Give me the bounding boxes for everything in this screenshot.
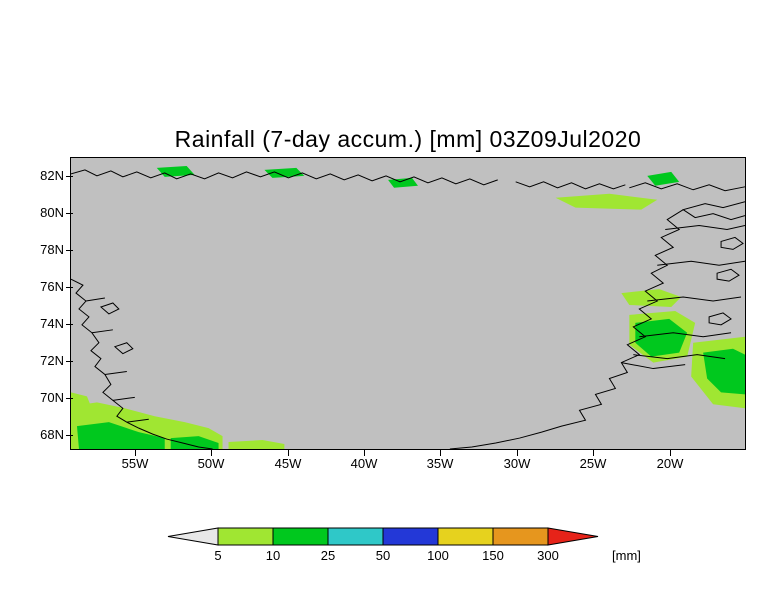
lat-tick-label: 70N xyxy=(26,390,73,406)
lon-tick-label: 50W xyxy=(186,450,236,472)
rain-patch xyxy=(228,440,285,449)
lat-tick-label: 80N xyxy=(26,205,73,221)
rain-patch xyxy=(156,165,195,177)
colorbar-level-label: 150 xyxy=(482,548,504,563)
colorbar-segment xyxy=(217,527,274,546)
colorbar-level-label: 25 xyxy=(321,548,335,563)
coastline-west-fjords xyxy=(85,297,149,423)
colorbar-unit-label: [mm] xyxy=(612,548,641,563)
colorbar: 5 10 25 50 100 150 300 [mm] xyxy=(167,527,641,563)
colorbar-level-label: 300 xyxy=(537,548,559,563)
lon-tick-label: 20W xyxy=(645,450,695,472)
coastline-north-east xyxy=(515,181,626,190)
colorbar-segment xyxy=(492,527,549,546)
coastline-east-fjords xyxy=(621,225,745,370)
coastline-east-islands xyxy=(708,236,744,326)
rain-patch xyxy=(170,436,219,449)
colorbar-level-label: 10 xyxy=(266,548,280,563)
lat-tick-label: 74N xyxy=(26,316,73,332)
lat-tick-label: 78N xyxy=(26,242,73,258)
coastline-north-west xyxy=(71,169,498,186)
chart-title: Rainfall (7-day accum.) [mm] 03Z09Jul202… xyxy=(174,126,642,152)
colorbar-level-label: 50 xyxy=(376,548,390,563)
rain-patch xyxy=(635,318,688,357)
rain-patch xyxy=(76,422,165,449)
lon-tick-label: 45W xyxy=(263,450,313,472)
colorbar-segment xyxy=(382,527,439,546)
map-canvas xyxy=(71,165,745,449)
lon-tick-label: 55W xyxy=(110,450,160,472)
rain-patch xyxy=(703,348,745,395)
colorbar-segment xyxy=(327,527,384,546)
lat-tick-label: 76N xyxy=(26,279,73,295)
colorbar-underflow-arrow xyxy=(167,527,219,546)
colorbar-level-label: 5 xyxy=(214,548,221,563)
colorbar-segment xyxy=(272,527,329,546)
rain-patch xyxy=(388,177,418,188)
lon-tick-label: 35W xyxy=(415,450,465,472)
lon-tick-label: 30W xyxy=(492,450,542,472)
lat-tick-label: 68N xyxy=(26,427,73,443)
rain-patch xyxy=(621,289,682,307)
colorbar-segment xyxy=(437,527,494,546)
rain-shading-layer xyxy=(71,165,745,449)
lon-tick-label: 25W xyxy=(568,450,618,472)
rain-patch xyxy=(647,171,680,186)
lat-tick-label: 82N xyxy=(26,168,73,184)
coastline-west-islands xyxy=(99,302,134,355)
lat-tick-label: 72N xyxy=(26,353,73,369)
colorbar-level-label: 100 xyxy=(427,548,449,563)
coastline-east-main xyxy=(449,201,745,449)
map-plot-area xyxy=(70,157,746,450)
coastline-layer xyxy=(71,169,745,449)
coastline-east-top xyxy=(629,182,745,192)
rain-patch xyxy=(555,193,658,210)
rain-patch xyxy=(71,392,91,411)
colorbar-overflow-arrow xyxy=(547,527,599,546)
lon-tick-label: 40W xyxy=(339,450,389,472)
